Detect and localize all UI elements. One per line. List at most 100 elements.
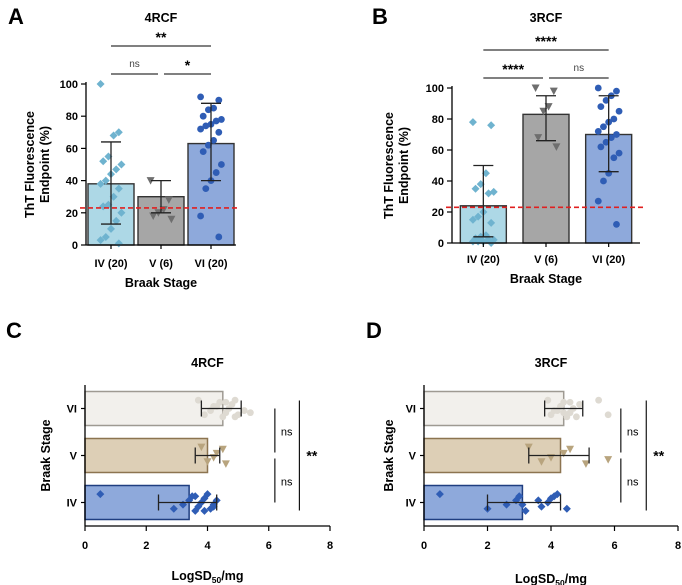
y-axis-label: Braak Stage bbox=[382, 419, 396, 491]
data-point bbox=[435, 490, 444, 499]
data-point bbox=[209, 502, 218, 511]
y-tick-label: 20 bbox=[432, 207, 444, 219]
y-axis-label: ThT Fluorescence bbox=[382, 112, 396, 219]
y-tick-label: 80 bbox=[432, 114, 444, 126]
chart-title: 4RCF bbox=[191, 356, 224, 370]
data-point bbox=[114, 184, 123, 193]
significance-label: ** bbox=[306, 448, 317, 464]
y-tick-label: 40 bbox=[66, 176, 78, 188]
y-tick-label: 0 bbox=[438, 238, 444, 250]
y-tick-label: 100 bbox=[60, 79, 78, 91]
bar bbox=[423, 390, 565, 427]
data-point bbox=[212, 117, 220, 125]
y-tick-label: VI bbox=[67, 404, 77, 416]
data-point bbox=[240, 407, 248, 414]
data-point bbox=[117, 208, 126, 217]
data-point bbox=[549, 87, 558, 96]
y-tick-label: 40 bbox=[432, 176, 444, 188]
significance-label: ns bbox=[627, 477, 639, 489]
data-point bbox=[604, 456, 613, 464]
x-tick-label: 0 bbox=[421, 540, 427, 552]
y-tick-label: 20 bbox=[66, 208, 78, 220]
chart-title: 3RCF bbox=[535, 356, 568, 370]
data-point bbox=[581, 460, 590, 468]
significance-label: ns bbox=[574, 63, 585, 74]
panel-letter: B bbox=[372, 4, 388, 29]
x-axis-label: Braak Stage bbox=[510, 272, 582, 286]
data-point bbox=[202, 185, 210, 193]
data-point bbox=[559, 449, 568, 458]
data-point bbox=[534, 134, 543, 142]
data-point bbox=[610, 115, 618, 123]
data-point bbox=[218, 445, 227, 454]
data-point bbox=[199, 112, 207, 120]
data-point bbox=[531, 84, 540, 92]
data-point bbox=[610, 154, 618, 162]
x-tick-label: VI (20) bbox=[194, 258, 227, 270]
data-point bbox=[215, 233, 223, 241]
data-point bbox=[117, 160, 126, 169]
significance-label: * bbox=[185, 57, 191, 73]
data-point bbox=[215, 128, 223, 136]
y-tick-label: 80 bbox=[66, 111, 78, 123]
panel-letter: C bbox=[6, 318, 22, 343]
significance-label: **** bbox=[502, 61, 524, 77]
data-point bbox=[597, 103, 605, 110]
y-tick-label: 60 bbox=[66, 143, 78, 155]
data-point bbox=[484, 189, 493, 198]
significance-label: ns bbox=[129, 59, 140, 70]
data-point bbox=[210, 104, 218, 112]
y-axis-label: ThT Fluorescence bbox=[23, 111, 37, 218]
y-tick-label: 0 bbox=[72, 240, 78, 252]
data-point bbox=[602, 138, 610, 146]
significance-label: ns bbox=[281, 427, 293, 439]
panel-b: B 3RCF 0 20 40 60 80 100 IV (20) V (6) VI (20) Braa… bbox=[372, 4, 644, 286]
data-point bbox=[216, 398, 224, 406]
x-tick-label: 6 bbox=[266, 540, 272, 552]
y-tick-label: V bbox=[70, 451, 78, 463]
data-point bbox=[594, 84, 602, 92]
y-tick-label: 60 bbox=[432, 145, 444, 157]
data-point bbox=[600, 177, 607, 185]
data-point bbox=[222, 398, 230, 406]
data-point bbox=[524, 443, 533, 452]
data-point bbox=[205, 106, 212, 114]
data-point bbox=[96, 236, 105, 245]
x-tick-label: 2 bbox=[143, 540, 149, 552]
data-point bbox=[197, 125, 205, 133]
x-axis-label: LogSD50/mg bbox=[172, 569, 244, 585]
data-point bbox=[107, 224, 115, 233]
y-tick-label: IV bbox=[406, 498, 417, 510]
x-tick-label: 6 bbox=[611, 540, 617, 552]
data-point bbox=[246, 409, 254, 417]
data-point bbox=[218, 116, 225, 123]
data-point bbox=[600, 123, 607, 131]
data-point bbox=[96, 80, 105, 88]
y-tick-label: IV bbox=[67, 498, 78, 510]
significance-label: ns bbox=[281, 477, 293, 489]
data-point bbox=[594, 197, 602, 205]
data-point bbox=[210, 136, 218, 144]
data-point bbox=[212, 169, 220, 176]
data-point bbox=[566, 445, 575, 454]
data-point bbox=[615, 149, 623, 157]
data-point bbox=[169, 504, 178, 513]
x-tick-label: 0 bbox=[82, 540, 88, 552]
data-point bbox=[146, 177, 155, 185]
y-axis-label: Endpoint (%) bbox=[38, 126, 52, 203]
x-axis-label: LogSD50/mg bbox=[515, 572, 587, 585]
panel-letter: D bbox=[366, 318, 382, 343]
x-tick-label: VI (20) bbox=[592, 254, 625, 266]
data-point bbox=[552, 143, 561, 151]
significance-label: ** bbox=[156, 29, 167, 45]
data-point bbox=[573, 413, 580, 421]
data-point bbox=[521, 506, 530, 515]
x-tick-label: 2 bbox=[484, 540, 490, 552]
data-point bbox=[218, 161, 225, 168]
data-point bbox=[191, 492, 200, 501]
data-point bbox=[550, 492, 559, 501]
data-point bbox=[194, 396, 202, 404]
data-point bbox=[471, 184, 480, 193]
data-point bbox=[221, 460, 230, 468]
